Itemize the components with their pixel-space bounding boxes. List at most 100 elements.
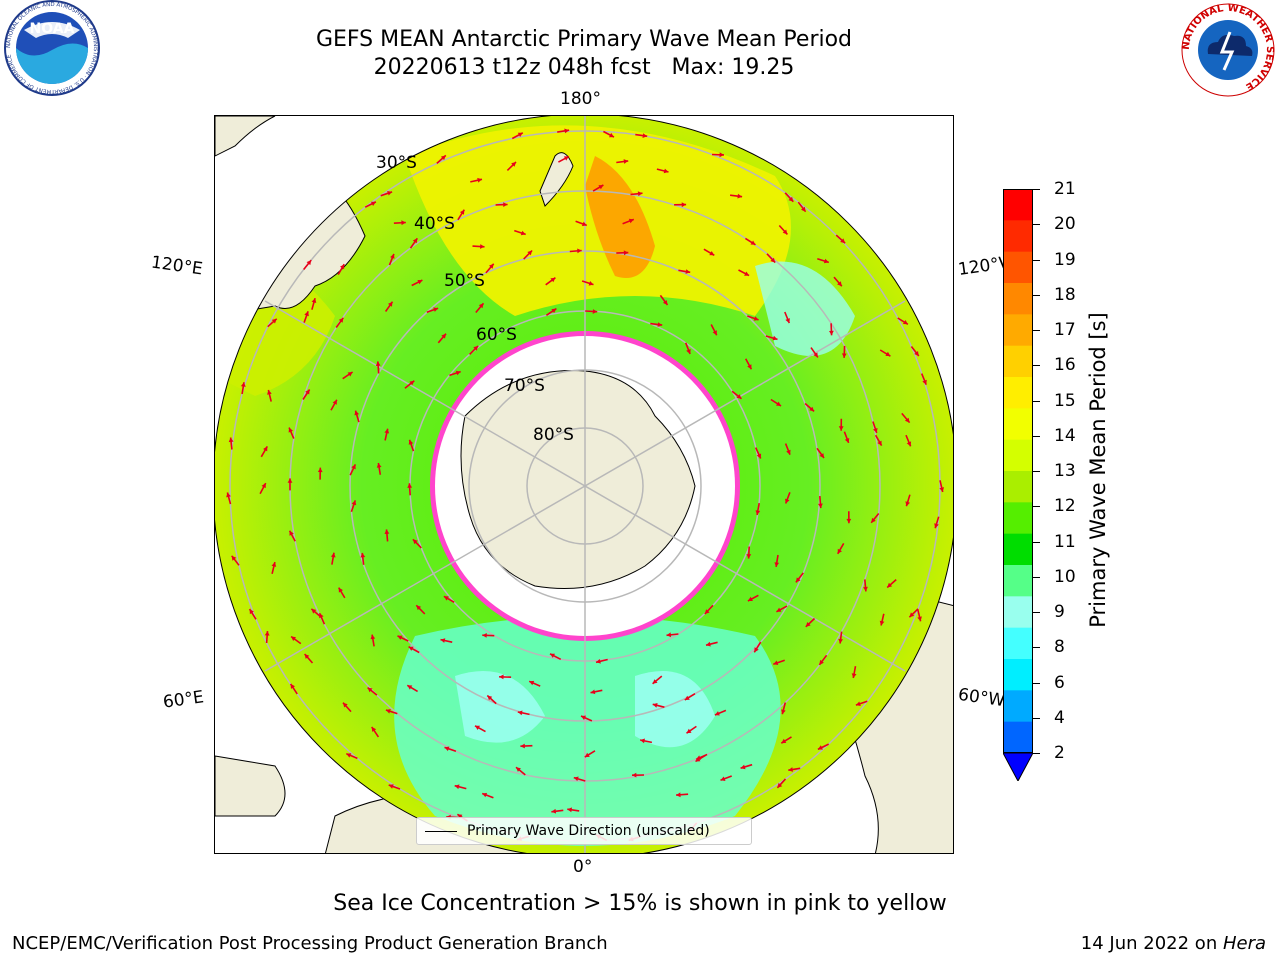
wave-arrow-head xyxy=(906,441,912,447)
wave-arrow-head xyxy=(346,753,352,758)
colorbar-tick-label: 10 xyxy=(1054,566,1076,587)
wave-arrow-head xyxy=(598,185,604,190)
wave-arrow-head xyxy=(837,548,842,554)
wave-arrow-head xyxy=(805,622,811,627)
polar-map: 30°S 40°S 50°S 60°S 70°S 80°S xyxy=(214,115,954,854)
wave-arrow-head xyxy=(905,501,910,507)
wave-arrow-head xyxy=(482,792,488,798)
wave-arrow-head xyxy=(819,453,824,458)
wave-arrow-head xyxy=(249,609,254,615)
map-title: GEFS MEAN Antarctic Primary Wave Mean Pe… xyxy=(315,27,853,52)
wave-arrow-head xyxy=(844,438,850,443)
wave-arrow-head xyxy=(829,330,834,336)
wave-arrow-head xyxy=(786,449,791,455)
wave-arrow-head xyxy=(922,379,927,385)
wave-arrow-head xyxy=(623,159,629,164)
wave-arrow-head xyxy=(623,250,629,256)
wave-arrow-head xyxy=(592,309,598,314)
wave-arrow-head xyxy=(478,303,484,309)
colorbar-tick-label: 9 xyxy=(1054,602,1065,622)
colorbar-tick-label: 6 xyxy=(1054,672,1065,693)
footer-host: Hera xyxy=(1222,933,1266,954)
wave-arrow-head xyxy=(846,518,852,524)
wave-arrow-head xyxy=(360,552,366,558)
wave-arrow-head xyxy=(914,351,919,356)
wave-arrow-head xyxy=(529,680,535,686)
wave-arrow-head xyxy=(774,562,780,567)
map-legend: Primary Wave Direction (unscaled) xyxy=(416,817,752,845)
colorbar-tick-label: 13 xyxy=(1054,461,1076,481)
colorbar-segment xyxy=(1003,690,1033,723)
colorbar-tick-label: 21 xyxy=(1054,179,1076,199)
wave-arrow-head xyxy=(482,633,487,638)
wave-arrow-head xyxy=(712,330,717,336)
wave-arrow-head xyxy=(686,728,692,734)
wave-arrow-head xyxy=(581,715,586,720)
wave-arrow-head xyxy=(487,695,493,701)
colorbar-tick-mark xyxy=(1033,224,1040,226)
colorbar-segment xyxy=(1003,314,1033,347)
wave-arrow-head xyxy=(904,417,910,423)
colorbar-tick-label: 14 xyxy=(1054,425,1076,446)
wave-arrow-head xyxy=(785,318,790,324)
wave-arrow-head xyxy=(773,660,779,665)
wave-arrow-head xyxy=(408,646,414,651)
wave-arrow-head xyxy=(747,596,753,601)
wave-arrow-head xyxy=(226,492,231,498)
wave-arrow-head xyxy=(590,689,596,695)
wave-arrow-head xyxy=(632,772,637,778)
wave-arrow-head xyxy=(685,269,691,274)
wave-arrow-head xyxy=(657,322,663,327)
wave-arrow-head xyxy=(343,702,348,708)
wave-arrow-head xyxy=(663,168,669,174)
wave-arrow-head xyxy=(473,345,479,351)
wave-arrow-head xyxy=(407,685,413,690)
wave-arrow-head xyxy=(440,638,446,643)
wave-arrow-head xyxy=(747,364,752,370)
wave-arrow-head xyxy=(520,743,525,749)
footer-branch: NCEP/EMC/Verification Post Processing Pr… xyxy=(12,933,608,954)
wave-arrow-head xyxy=(264,631,270,636)
wave-arrow-head xyxy=(516,767,521,772)
wave-arrow-head xyxy=(686,349,691,354)
wave-arrow-head xyxy=(776,401,781,406)
colorbar-outline xyxy=(1003,189,1033,753)
sea-ice-caption: Sea Ice Concentration > 15% is shown in … xyxy=(333,891,947,916)
wave-arrow-head xyxy=(855,701,861,706)
wave-arrow-head xyxy=(306,260,312,266)
wave-arrow-head xyxy=(750,240,756,245)
colorbar-tick-mark xyxy=(1033,435,1040,437)
wave-arrow-head xyxy=(444,746,450,752)
wave-arrow-head xyxy=(877,440,882,446)
wave-arrow-head xyxy=(433,307,439,312)
wave-arrow-head xyxy=(754,647,759,653)
colorbar-segment xyxy=(1003,471,1033,503)
lat-label-50s: 50°S xyxy=(444,271,485,291)
colorbar-tick-label: 11 xyxy=(1054,531,1076,552)
wave-arrow-head xyxy=(443,596,449,601)
wave-arrow-head xyxy=(367,687,373,693)
lat-label-80s: 80°S xyxy=(533,425,574,445)
wave-arrow-head xyxy=(819,659,824,665)
wave-arrow-head xyxy=(706,641,711,647)
wave-arrow-head xyxy=(503,202,508,207)
wave-arrow-head xyxy=(737,193,743,199)
wave-arrow-head xyxy=(550,277,556,283)
lat-label-30s: 30°S xyxy=(376,153,417,173)
colorbar-extend-triangle xyxy=(1002,752,1034,783)
lat-label-70s: 70°S xyxy=(504,376,545,396)
colorbar-tick-mark xyxy=(1033,365,1040,367)
wave-arrow-head xyxy=(351,464,356,470)
colorbar-tick-mark xyxy=(1033,471,1040,472)
wave-arrow-head xyxy=(863,586,868,592)
wave-arrow-head xyxy=(290,683,295,689)
colorbar-tick-mark xyxy=(1033,506,1040,508)
wave-arrow-head xyxy=(311,608,317,614)
legend-label: Primary Wave Direction (unscaled) xyxy=(467,823,710,839)
wave-arrow-head xyxy=(813,352,818,358)
wave-arrow-head xyxy=(840,238,846,244)
wave-arrow-head xyxy=(785,498,790,504)
wave-arrow-head xyxy=(588,281,594,286)
lon-label-0: 0° xyxy=(573,857,593,877)
wave-arrow-head xyxy=(652,679,658,684)
